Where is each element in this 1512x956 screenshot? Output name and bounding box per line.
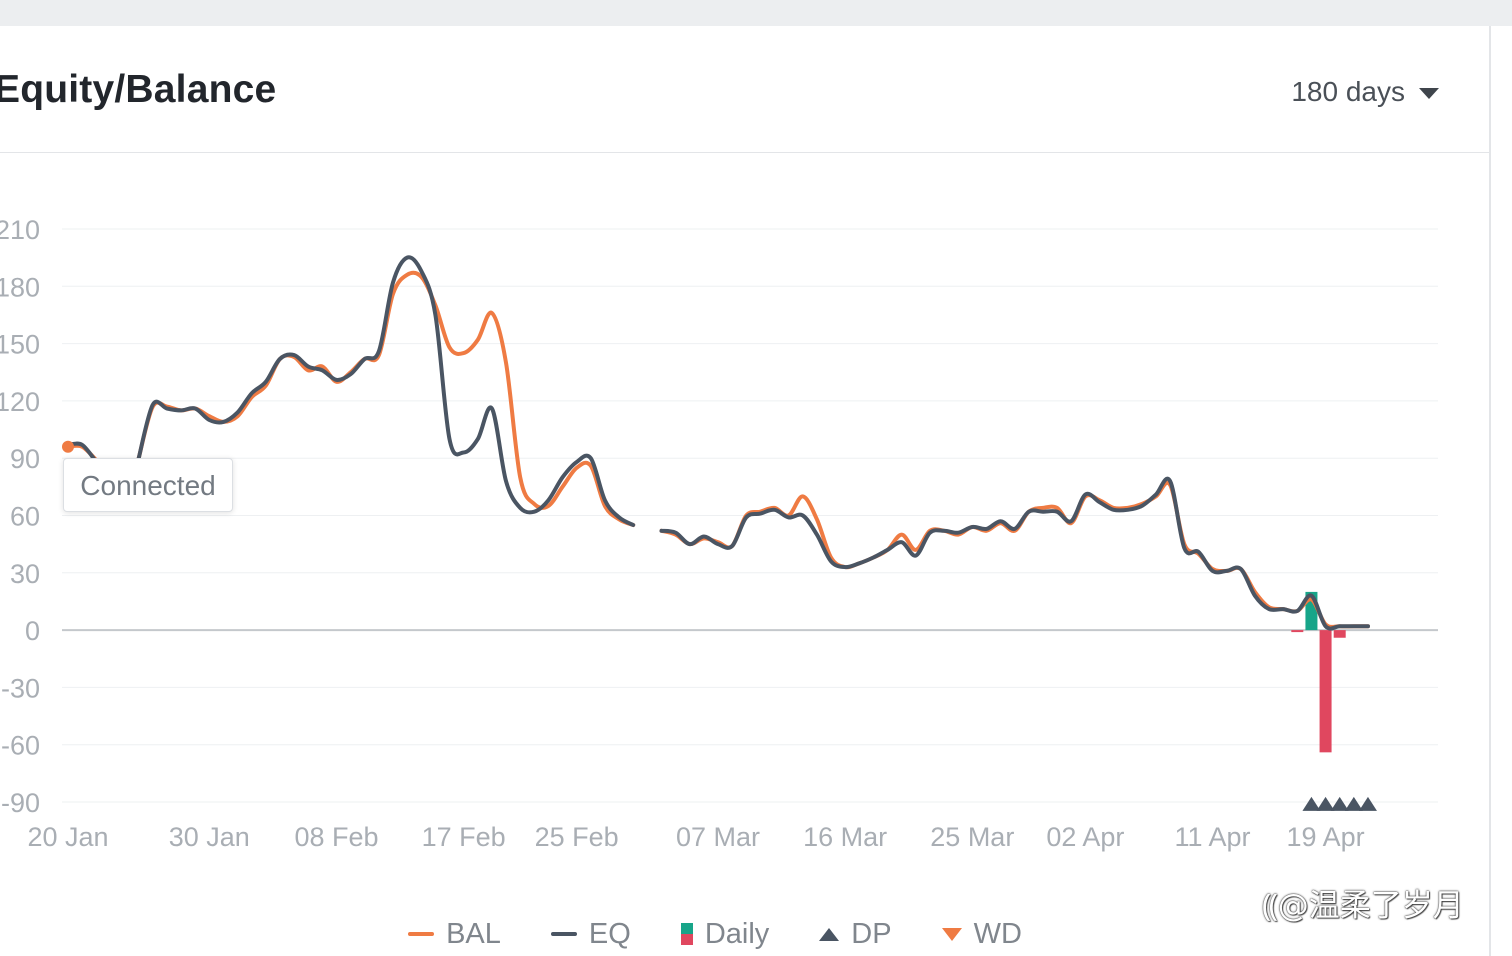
card-header: Equity/Balance 180 days bbox=[0, 26, 1489, 153]
y-axis-ticks: 210 180 150 120 90 60 30 0 -30 -60 -90 bbox=[0, 215, 40, 818]
y-tick-label: 90 bbox=[10, 444, 40, 474]
top-strip bbox=[0, 0, 1512, 26]
y-tick-label: 180 bbox=[0, 272, 40, 302]
legend-item-bal[interactable]: BAL bbox=[408, 918, 501, 951]
grid-layer bbox=[62, 228, 1438, 803]
y-tick-label: 0 bbox=[25, 616, 40, 646]
x-tick-label-08-feb: 08 Feb bbox=[294, 822, 378, 852]
legend-bar-marker-daily bbox=[680, 923, 693, 945]
x-axis-ticks: 20 Jan 30 Jan 08 Feb 17 Feb 25 Feb 07 Mar 16 M… bbox=[27, 822, 1364, 852]
y-tick-label: 60 bbox=[10, 502, 40, 532]
caret-down-icon bbox=[1419, 87, 1439, 99]
marker-dp-18-apr bbox=[1302, 796, 1321, 811]
marker-dp-19-apr bbox=[1316, 796, 1335, 811]
legend-label-daily: Daily bbox=[704, 917, 770, 950]
legend-label-eq: EQ bbox=[588, 917, 631, 950]
triangle-down-icon bbox=[941, 927, 962, 941]
legend-line-marker-bal bbox=[408, 932, 435, 936]
daily-bar-19-apr bbox=[1319, 630, 1332, 753]
y-tick-label: 150 bbox=[0, 330, 40, 360]
marker-dp-22-apr bbox=[1358, 796, 1377, 811]
y-tick-label: -60 bbox=[1, 731, 40, 761]
watermark: ⸨@温柔了岁月 bbox=[1262, 888, 1464, 924]
triangle-up-icon bbox=[819, 927, 840, 941]
series-line-eq-1 bbox=[136, 255, 636, 527]
series-line-eq-2 bbox=[659, 476, 1370, 631]
x-tick-label-30-jan: 30 Jan bbox=[169, 822, 250, 852]
tooltip-connected: Connected bbox=[63, 458, 233, 512]
x-tick-label-11-apr: 11 Apr bbox=[1174, 822, 1250, 852]
legend-item-eq[interactable]: EQ bbox=[550, 917, 631, 951]
series-lines bbox=[66, 255, 1370, 631]
range-select[interactable]: 180 days bbox=[1291, 76, 1439, 108]
x-tick-label-07-mar: 07 Mar bbox=[676, 822, 760, 852]
marker-dp-20-apr bbox=[1330, 796, 1349, 811]
legend-label-dp: DP bbox=[851, 917, 892, 950]
y-tick-label: 120 bbox=[0, 387, 40, 417]
x-tick-label-19-apr: 19 Apr bbox=[1287, 822, 1365, 852]
legend-item-daily[interactable]: Daily bbox=[680, 917, 770, 951]
card-title: Equity/Balance bbox=[0, 68, 277, 111]
legend-label-wd: WD bbox=[973, 917, 1022, 950]
legend-item-wd[interactable]: WD bbox=[941, 917, 1022, 951]
daily-bar-17-apr bbox=[1291, 630, 1304, 633]
legend-line-marker-eq bbox=[550, 932, 577, 936]
y-tick-label: 30 bbox=[10, 559, 40, 589]
y-tick-label: -90 bbox=[1, 788, 40, 818]
x-tick-label-17-feb: 17 Feb bbox=[422, 822, 506, 852]
y-tick-label: 210 bbox=[0, 215, 40, 245]
marker-dp-21-apr bbox=[1344, 796, 1363, 811]
chart-legend: BAL EQ Daily DP WD bbox=[0, 912, 1430, 956]
daily-bar-20-apr bbox=[1333, 630, 1346, 638]
bal-start-point bbox=[62, 440, 74, 453]
legend-item-dp[interactable]: DP bbox=[819, 917, 892, 951]
x-tick-label-25-feb: 25 Feb bbox=[535, 822, 619, 852]
deposit-markers bbox=[62, 440, 1377, 811]
x-tick-label-02-apr: 02 Apr bbox=[1046, 822, 1124, 852]
y-tick-label: -30 bbox=[1, 673, 40, 703]
legend-label-bal: BAL bbox=[446, 917, 501, 950]
x-tick-label-20-jan: 20 Jan bbox=[27, 822, 108, 852]
x-tick-label-16-mar: 16 Mar bbox=[803, 822, 887, 852]
x-tick-label-25-mar: 25 Mar bbox=[930, 822, 1014, 852]
card-right-border bbox=[1489, 26, 1491, 956]
range-select-value: 180 days bbox=[1291, 76, 1405, 107]
